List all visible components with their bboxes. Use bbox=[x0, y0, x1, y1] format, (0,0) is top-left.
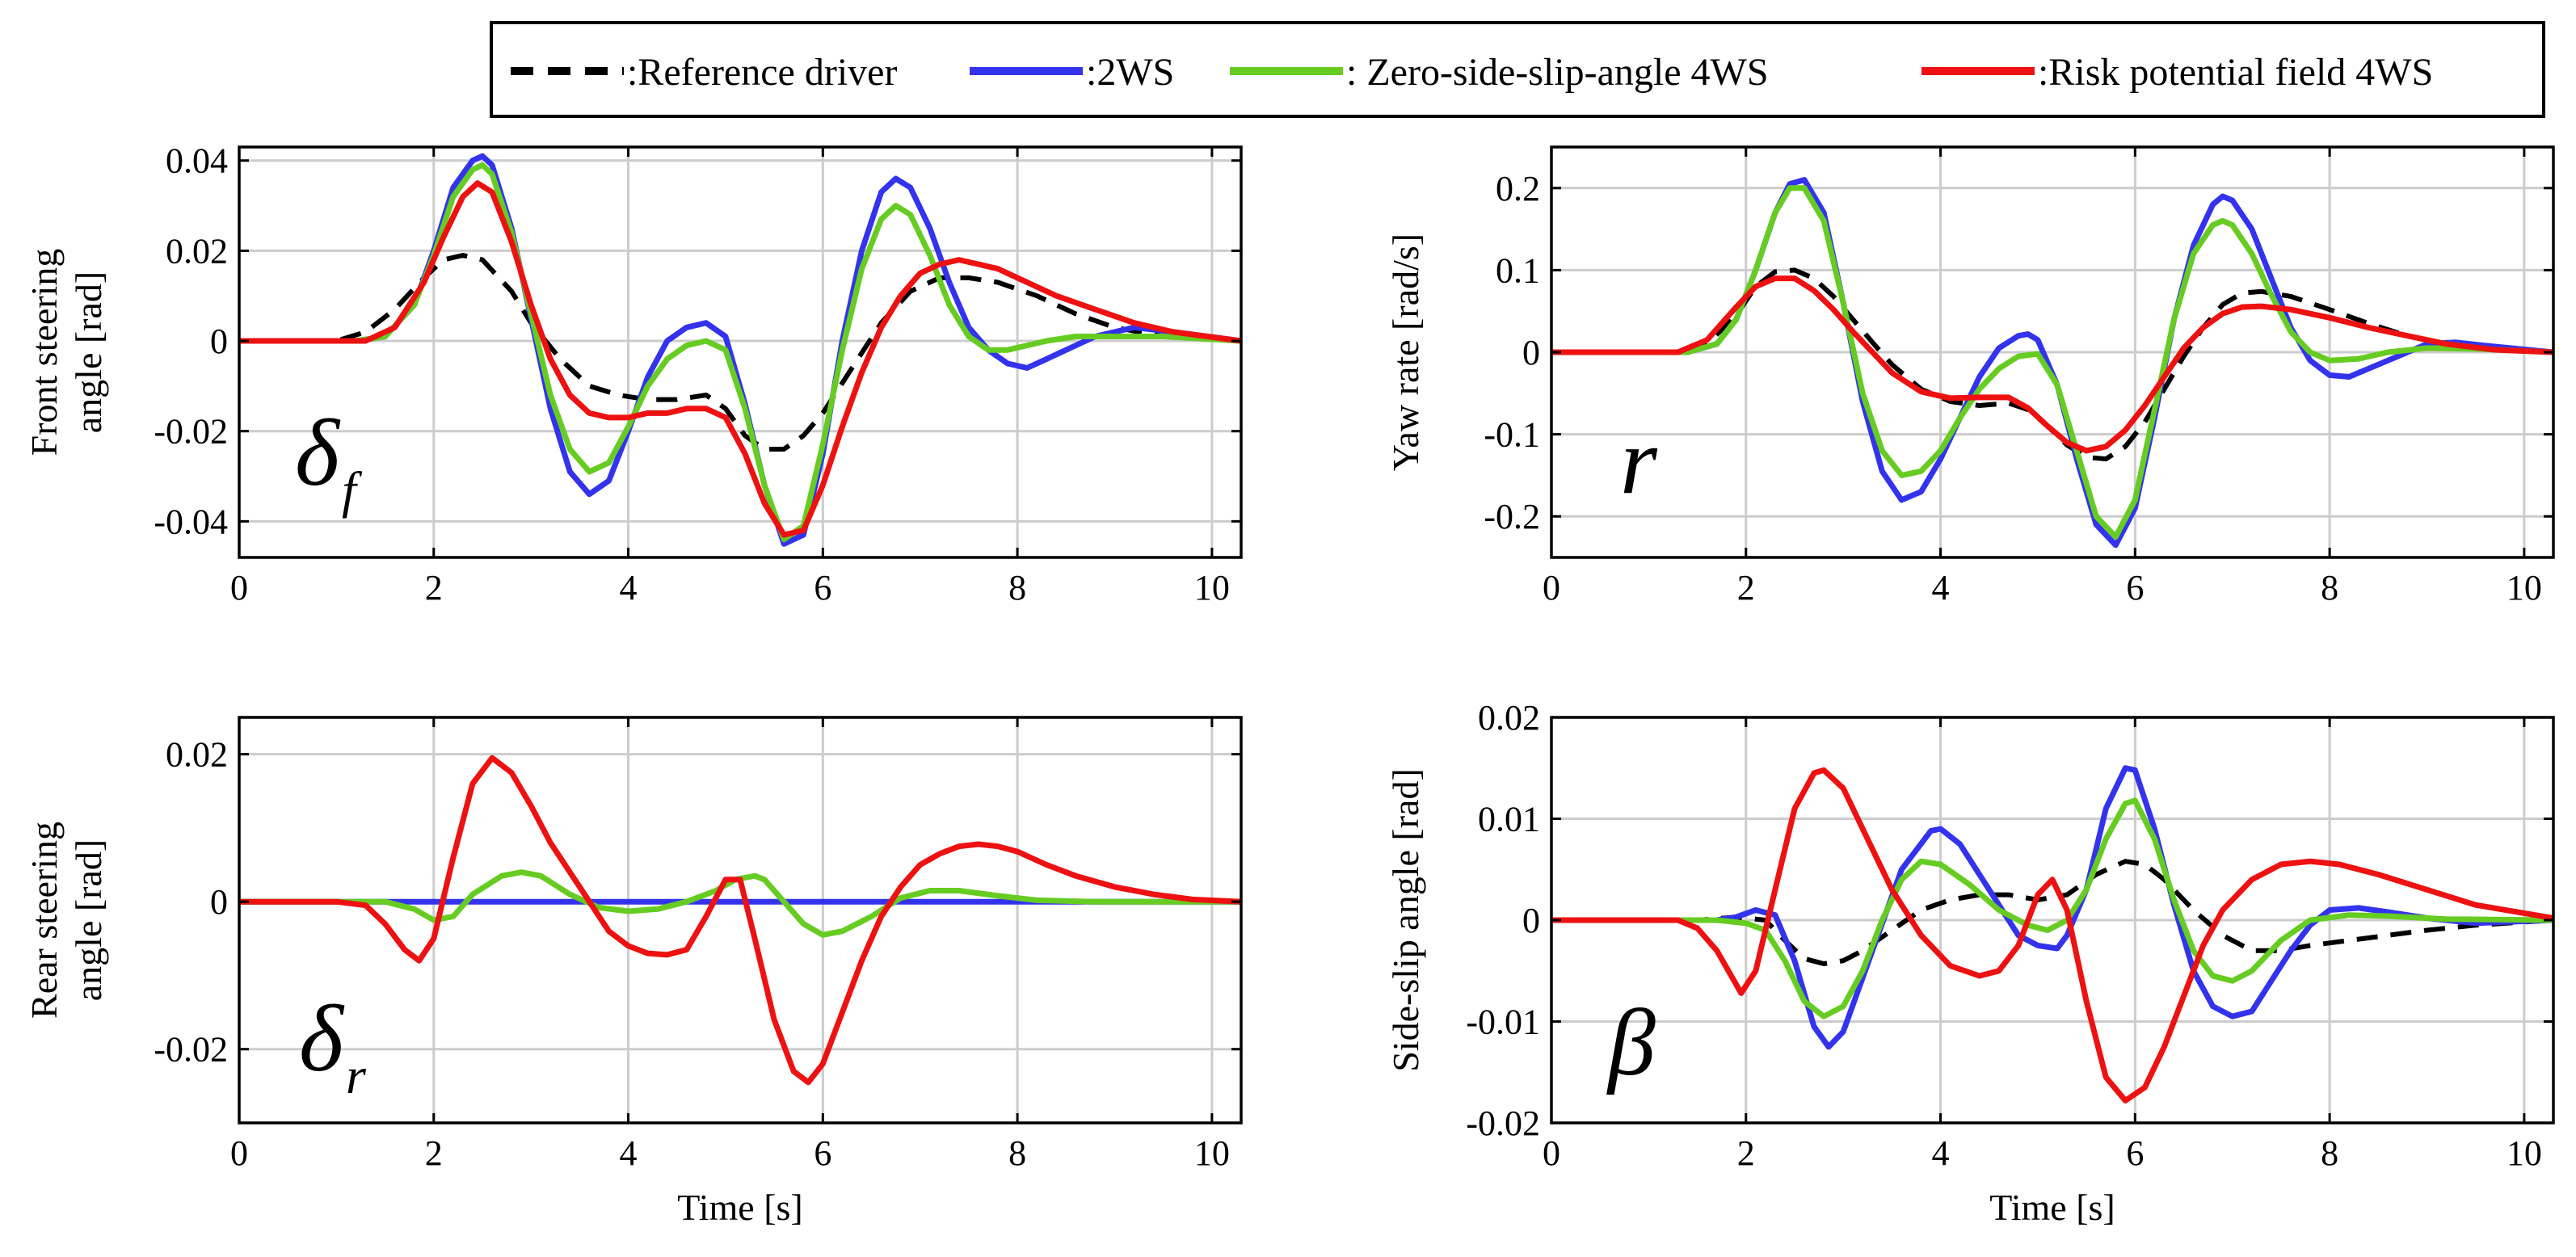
symbol-subscript: r bbox=[346, 1047, 367, 1104]
series-group bbox=[239, 153, 1241, 547]
series-line-rpf bbox=[239, 755, 1241, 1086]
y-axis-label: Yaw rate [rad/s] bbox=[1385, 233, 1426, 471]
x-axis-label: Time [s] bbox=[1989, 1187, 2115, 1228]
x-tick-label: 8 bbox=[1008, 1133, 1026, 1173]
legend-label-ws2: :2WS bbox=[1086, 51, 1174, 94]
series-line-rpf bbox=[1551, 767, 2553, 1104]
x-tick-label: 10 bbox=[1194, 1133, 1230, 1173]
chart-panel-3: 0 2 4 6 8 10 -0.02 0 0.02 Rear steering angle [rad… bbox=[23, 716, 1243, 1228]
chart-panel-1: 0 2 4 6 8 10 -0.04 -0.02 0 0.02 0.04 Front steering… bbox=[23, 141, 1243, 607]
series-group bbox=[1551, 177, 2553, 549]
y-tick-label: 0.02 bbox=[166, 231, 228, 271]
x-tick-label: 6 bbox=[2126, 568, 2144, 607]
x-tick-label: 4 bbox=[620, 568, 638, 607]
series-line-reference bbox=[1551, 267, 2553, 462]
x-tick-label: 2 bbox=[425, 568, 443, 607]
y-tick-label: 0 bbox=[210, 322, 228, 361]
axes-frame bbox=[238, 145, 1243, 559]
y-tick-label: -0.1 bbox=[1484, 415, 1540, 455]
y-tick-label: 0.01 bbox=[1478, 800, 1540, 839]
y-tick-label: 0.2 bbox=[1496, 169, 1540, 208]
y-tick-label: 0 bbox=[1522, 333, 1540, 372]
y-tick-label: 0 bbox=[210, 882, 228, 922]
x-tick-label: 0 bbox=[230, 1133, 248, 1173]
y-axis-label: Side-slip angle [rad] bbox=[1385, 768, 1426, 1072]
legend: :Reference driver :2WS : Zero-side-slip-an… bbox=[490, 21, 2545, 118]
y-tick-label: -0.02 bbox=[154, 1030, 228, 1070]
legend-label-rpf: :Risk potential field 4WS bbox=[2038, 51, 2433, 94]
x-tick-label: 10 bbox=[2507, 1133, 2542, 1173]
x-tick-label: 2 bbox=[1737, 1133, 1755, 1173]
y-axis-label: Rear steering bbox=[23, 822, 65, 1019]
y-tick-label: -0.02 bbox=[154, 412, 228, 452]
x-tick-label: 6 bbox=[814, 1133, 831, 1173]
symbol-annotation: δ bbox=[295, 400, 341, 506]
x-tick-label: 10 bbox=[1194, 568, 1230, 607]
x-tick-label: 8 bbox=[2321, 568, 2338, 607]
x-tick-label: 10 bbox=[2507, 568, 2542, 607]
series-line-zss bbox=[239, 162, 1241, 543]
x-tick-label: 8 bbox=[2321, 1133, 2338, 1173]
y-axis-label: angle [rad] bbox=[68, 839, 109, 1002]
y-tick-label: 0.04 bbox=[166, 141, 228, 181]
legend-label-reference: :Reference driver bbox=[627, 51, 897, 94]
chart-panel-4: 0 2 4 6 8 10 -0.02 -0.01 0 0.01 0.02 Side-slip angl… bbox=[1385, 698, 2555, 1228]
x-tick-label: 2 bbox=[425, 1133, 443, 1173]
y-tick-label: -0.01 bbox=[1466, 1003, 1540, 1042]
x-tick-label: 2 bbox=[1737, 568, 1755, 607]
y-axis-label: Front steering bbox=[23, 249, 65, 456]
x-tick-label: 6 bbox=[2126, 1133, 2144, 1173]
series-line-zss bbox=[1551, 797, 2553, 1019]
series-line-reference bbox=[239, 253, 1241, 452]
legend-box bbox=[490, 21, 2545, 118]
legend-label-zss: : Zero-side-slip-angle 4WS bbox=[1346, 51, 1769, 94]
y-tick-label: -0.04 bbox=[154, 502, 228, 541]
symbol-annotation: r bbox=[1620, 408, 1658, 514]
series-line-rpf bbox=[239, 180, 1241, 538]
x-tick-label: 4 bbox=[620, 1133, 638, 1173]
series-line-rpf bbox=[1551, 275, 2553, 454]
axes-frame bbox=[238, 716, 1243, 1125]
symbol-annotation: β bbox=[1606, 990, 1656, 1095]
series-group bbox=[1551, 765, 2553, 1104]
chart-panel-2: 0 2 4 6 8 10 -0.2 -0.1 0 0.1 0.2 Yaw rate [rad/s] r bbox=[1385, 145, 2555, 607]
x-tick-label: 0 bbox=[1543, 1133, 1560, 1173]
y-axis-label: angle [rad] bbox=[68, 271, 109, 434]
y-tick-label: 0.02 bbox=[166, 735, 228, 775]
x-tick-label: 6 bbox=[814, 568, 831, 607]
y-tick-label: 0 bbox=[1522, 901, 1540, 940]
x-tick-label: 0 bbox=[1543, 568, 1560, 607]
y-tick-label: -0.2 bbox=[1484, 497, 1540, 536]
y-tick-label: 0.1 bbox=[1496, 250, 1540, 290]
series-line-zss bbox=[1551, 185, 2553, 540]
symbol-annotation: δ bbox=[299, 986, 345, 1091]
x-tick-label: 8 bbox=[1008, 568, 1026, 607]
x-axis-label: Time [s] bbox=[677, 1187, 803, 1228]
x-tick-label: 0 bbox=[230, 568, 248, 607]
series-line-ws2 bbox=[1551, 765, 2553, 1050]
x-tick-label: 4 bbox=[1932, 568, 1950, 607]
series-group bbox=[239, 755, 1241, 1086]
y-tick-label: -0.02 bbox=[1466, 1104, 1540, 1143]
x-tick-label: 4 bbox=[1932, 1133, 1950, 1173]
y-tick-label: 0.02 bbox=[1478, 698, 1540, 738]
